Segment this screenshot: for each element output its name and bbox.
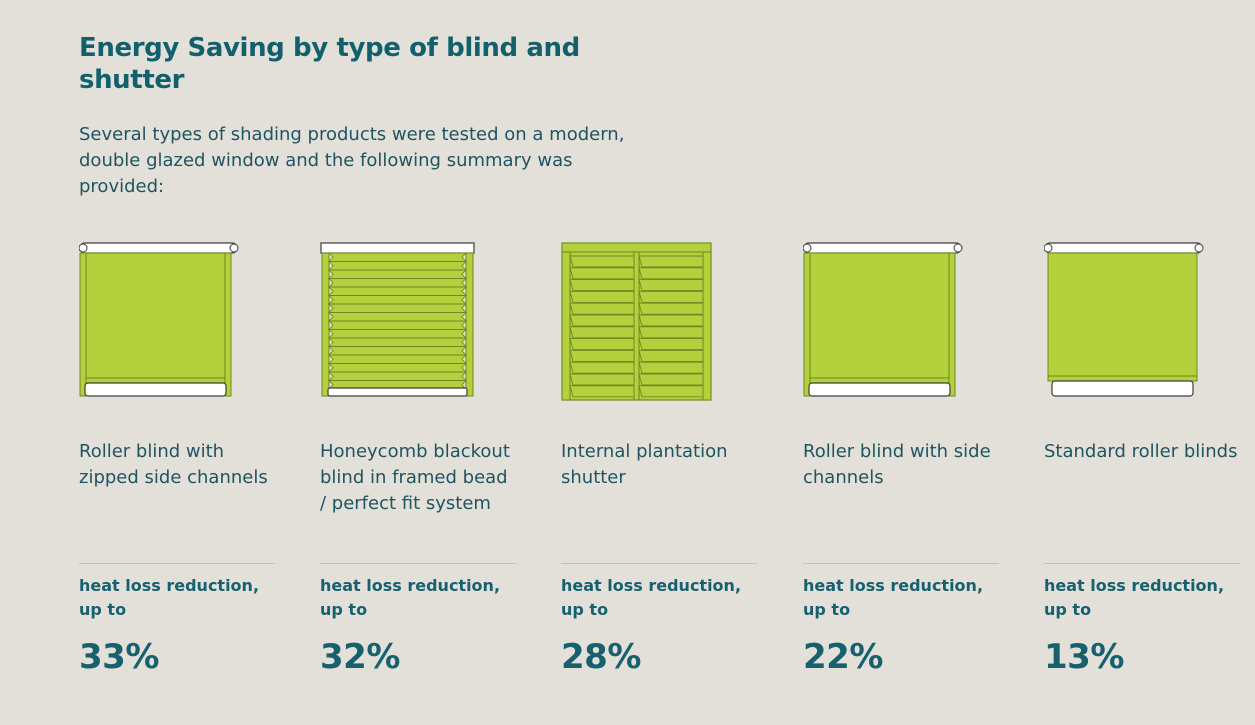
card-value: 22% xyxy=(803,637,883,677)
card-value: 32% xyxy=(320,637,400,677)
card-value: 33% xyxy=(79,637,159,677)
roller-blind-zipped-channels-icon xyxy=(79,238,239,402)
card-divider xyxy=(79,563,275,564)
page-title: Energy Saving by type of blind and shutt… xyxy=(79,33,580,95)
card-value: 28% xyxy=(561,637,641,677)
honeycomb-blind-icon xyxy=(320,238,480,402)
plantation-shutter-icon xyxy=(561,238,721,402)
roller-blind-side-channels-icon xyxy=(803,238,963,402)
card-divider xyxy=(561,563,757,564)
shutter-louvres xyxy=(569,255,704,398)
card-metric-label: heat loss reduction, up to xyxy=(561,576,742,619)
card-name: Standard roller blinds xyxy=(1044,441,1238,462)
card-metric-label: heat loss reduction, up to xyxy=(803,576,984,619)
card-divider xyxy=(320,563,516,564)
card-name: Internal plantation shutter xyxy=(561,441,728,488)
card-name: Roller blind with side channels xyxy=(803,441,991,488)
card-divider xyxy=(803,563,999,564)
card-metric-label: heat loss reduction, up to xyxy=(1044,576,1225,619)
card-name: Roller blind with zipped side channels xyxy=(79,441,268,488)
card-divider xyxy=(1044,563,1240,564)
card-metric-label: heat loss reduction, up to xyxy=(79,576,260,619)
standard-roller-blind-icon xyxy=(1044,238,1204,402)
intro-paragraph: Several types of shading products were t… xyxy=(79,124,625,197)
card-value: 13% xyxy=(1044,637,1124,677)
honeycomb-pleats xyxy=(327,252,468,390)
card-metric-label: heat loss reduction, up to xyxy=(320,576,501,619)
card-name: Honeycomb blackout blind in framed bead … xyxy=(320,441,510,514)
